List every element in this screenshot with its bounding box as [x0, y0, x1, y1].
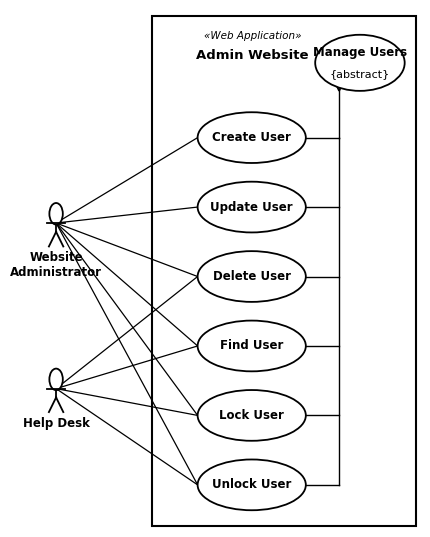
Ellipse shape: [198, 251, 306, 302]
Text: Update User: Update User: [210, 200, 293, 214]
Text: Create User: Create User: [212, 131, 291, 144]
Text: «Web Application»: «Web Application»: [203, 31, 301, 41]
Polygon shape: [332, 75, 347, 91]
Ellipse shape: [198, 460, 306, 510]
Text: Website
Administrator: Website Administrator: [10, 251, 102, 279]
Ellipse shape: [49, 368, 63, 390]
Text: Lock User: Lock User: [219, 409, 284, 422]
Text: Find User: Find User: [220, 339, 283, 352]
Text: Admin Website: Admin Website: [196, 49, 308, 62]
Ellipse shape: [315, 35, 405, 91]
Ellipse shape: [198, 321, 306, 372]
Bar: [152, 16, 416, 526]
Ellipse shape: [198, 182, 306, 233]
Text: Delete User: Delete User: [213, 270, 291, 283]
Text: Manage Users: Manage Users: [313, 46, 407, 59]
Text: Unlock User: Unlock User: [212, 478, 292, 491]
Ellipse shape: [49, 203, 63, 224]
Ellipse shape: [198, 390, 306, 441]
Ellipse shape: [198, 112, 306, 163]
Text: {abstract}: {abstract}: [330, 70, 390, 79]
Text: Help Desk: Help Desk: [23, 417, 89, 430]
